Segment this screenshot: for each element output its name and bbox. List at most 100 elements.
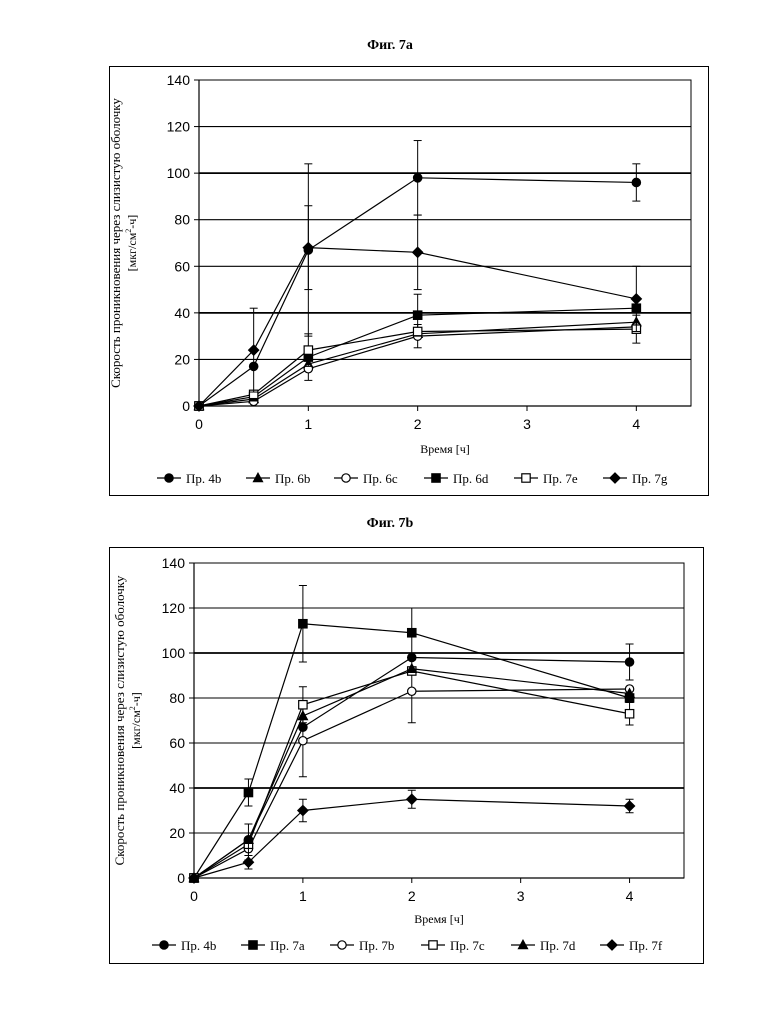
legend-7b: Пр. 4b Пр. 7a Пр. 7b Пр. 7c Пр. 7d Пр. 7f — [152, 938, 663, 953]
legend-marker-7b-4 — [518, 940, 527, 949]
data-point-7a-0-4 — [632, 178, 640, 186]
ytick-label-7b-80: 80 — [169, 690, 185, 706]
data-point-7b-2-2 — [299, 737, 307, 745]
legend-marker-7a-5 — [610, 473, 620, 483]
ytick-label-7a-140: 140 — [167, 72, 191, 88]
ytick-label-7a-120: 120 — [167, 119, 191, 135]
legend-item-7b-5: Пр. 7f — [600, 938, 663, 953]
y-axis-title-line2-7a: [мкг/см2-ч] — [124, 215, 139, 272]
xtick-label-7b-0: 0 — [190, 888, 198, 904]
legend-marker-7a-0 — [165, 474, 173, 482]
ytick-label-7b-0: 0 — [177, 870, 185, 886]
data-point-7b-3-2 — [299, 701, 307, 709]
ytick-label-7a-60: 60 — [174, 258, 190, 274]
data-point-7a-4-2 — [304, 346, 312, 354]
series-7b-7f — [189, 790, 635, 883]
legend-item-7a-0: Пр. 4b — [157, 471, 221, 486]
data-point-7b-2-3 — [408, 687, 416, 695]
legend-label-7a-0: Пр. 4b — [186, 471, 221, 486]
legend-marker-7b-2 — [338, 941, 346, 949]
legend-marker-7a-2 — [342, 474, 350, 482]
series-7a-6d — [195, 294, 641, 410]
figure-7a-title: Фиг. 7a — [0, 38, 780, 54]
data-point-7b-5-3 — [407, 794, 417, 804]
data-point-7a-5-3 — [412, 247, 422, 257]
data-point-7b-3-4 — [625, 710, 633, 718]
legend-label-7a-2: Пр. 6c — [363, 471, 398, 486]
ytick-label-7b-100: 100 — [162, 645, 186, 661]
legend-item-7a-1: Пр. 6b — [246, 471, 310, 486]
ytick-label-7a-40: 40 — [174, 305, 190, 321]
legend-label-7b-2: Пр. 7b — [359, 938, 394, 953]
series-7b-7a — [190, 586, 634, 883]
legend-7a: Пр. 4b Пр. 6b Пр. 6c Пр. 6d Пр. 7e Пр. 7g — [157, 471, 668, 486]
legend-item-7a-4: Пр. 7e — [514, 471, 578, 486]
legend-marker-7a-3 — [432, 474, 440, 482]
xtick-label-7b-2: 2 — [408, 888, 416, 904]
xtick-label-7b-3: 3 — [517, 888, 525, 904]
series-line-7b-5 — [194, 799, 630, 878]
chart-7b-frame: 0 20 40 60 80 100 120 140 0 1 2 3 4 Время [ч] Скорость… — [109, 547, 704, 964]
legend-item-7b-1: Пр. 7a — [241, 938, 305, 953]
legend-label-7a-5: Пр. 7g — [632, 471, 668, 486]
legend-label-7b-4: Пр. 7d — [540, 938, 576, 953]
chart-7a: 0 20 40 60 80 100 120 140 0 1 2 3 4 Время [ч] Скорость… — [110, 67, 708, 495]
y-axis-title-line1-7b: Скорость проникновения через слизистую о… — [112, 575, 127, 865]
ytick-label-7b-60: 60 — [169, 735, 185, 751]
ytick-label-7a-80: 80 — [174, 212, 190, 228]
y-axis-title-line1-7a: Скорость проникновения через слизистую о… — [110, 98, 123, 388]
xtick-label-7a-2: 2 — [414, 416, 422, 432]
xtick-label-7a-1: 1 — [304, 416, 312, 432]
legend-marker-7b-0 — [160, 941, 168, 949]
data-point-7b-1-1 — [244, 788, 252, 796]
ytick-label-7a-0: 0 — [182, 398, 190, 414]
legend-label-7b-0: Пр. 4b — [181, 938, 216, 953]
ytick-label-7b-20: 20 — [169, 825, 185, 841]
ytick-label-7b-140: 140 — [162, 555, 186, 571]
data-point-7b-5-4 — [624, 801, 634, 811]
legend-label-7a-4: Пр. 7e — [543, 471, 578, 486]
data-point-7a-3-3 — [413, 311, 421, 319]
x-axis-title-7b: Время [ч] — [414, 912, 463, 926]
legend-marker-7b-1 — [249, 941, 257, 949]
legend-marker-7b-5 — [607, 940, 617, 950]
legend-item-7a-2: Пр. 6c — [334, 471, 398, 486]
legend-label-7b-1: Пр. 7a — [270, 938, 305, 953]
xtick-label-7b-4: 4 — [626, 888, 634, 904]
legend-label-7a-1: Пр. 6b — [275, 471, 310, 486]
series-7b-7b — [190, 660, 634, 882]
legend-marker-7a-1 — [253, 473, 262, 482]
data-point-7b-0-4 — [625, 658, 633, 666]
xtick-label-7a-3: 3 — [523, 416, 531, 432]
data-point-7a-0-3 — [413, 174, 421, 182]
legend-item-7a-5: Пр. 7g — [603, 471, 668, 486]
figure-7b-title: Фиг. 7b — [0, 516, 780, 532]
ytick-label-7a-100: 100 — [167, 165, 191, 181]
plot-area-7b — [194, 563, 684, 878]
data-point-7a-4-3 — [413, 327, 421, 335]
xtick-label-7b-1: 1 — [299, 888, 307, 904]
plot-area-7a — [199, 80, 691, 406]
legend-marker-7b-3 — [429, 941, 437, 949]
data-point-7b-1-2 — [299, 620, 307, 628]
data-point-7b-1-3 — [408, 629, 416, 637]
x-axis-title-7a: Время [ч] — [420, 442, 469, 456]
xtick-label-7a-4: 4 — [632, 416, 640, 432]
xtick-label-7a-0: 0 — [195, 416, 203, 432]
y-axis-title-7b: Скорость проникновения через слизистую о… — [112, 575, 143, 865]
chart-7a-frame: 0 20 40 60 80 100 120 140 0 1 2 3 4 Время [ч] Скорость… — [109, 66, 709, 496]
ytick-label-7a-20: 20 — [174, 351, 190, 367]
legend-label-7a-3: Пр. 6d — [453, 471, 489, 486]
ytick-label-7b-120: 120 — [162, 600, 186, 616]
legend-item-7a-3: Пр. 6d — [424, 471, 489, 486]
data-point-7a-5-4 — [631, 294, 641, 304]
legend-item-7b-0: Пр. 4b — [152, 938, 216, 953]
y-axis-title-line2-7b: [мкг/см2-ч] — [128, 692, 143, 749]
y-axis-title-7a: Скорость проникновения через слизистую о… — [110, 98, 139, 388]
ytick-label-7b-40: 40 — [169, 780, 185, 796]
legend-item-7b-3: Пр. 7c — [421, 938, 485, 953]
legend-label-7b-5: Пр. 7f — [629, 938, 663, 953]
legend-marker-7a-4 — [522, 474, 530, 482]
legend-label-7b-3: Пр. 7c — [450, 938, 485, 953]
chart-7b: 0 20 40 60 80 100 120 140 0 1 2 3 4 Время [ч] Скорость… — [110, 548, 703, 963]
